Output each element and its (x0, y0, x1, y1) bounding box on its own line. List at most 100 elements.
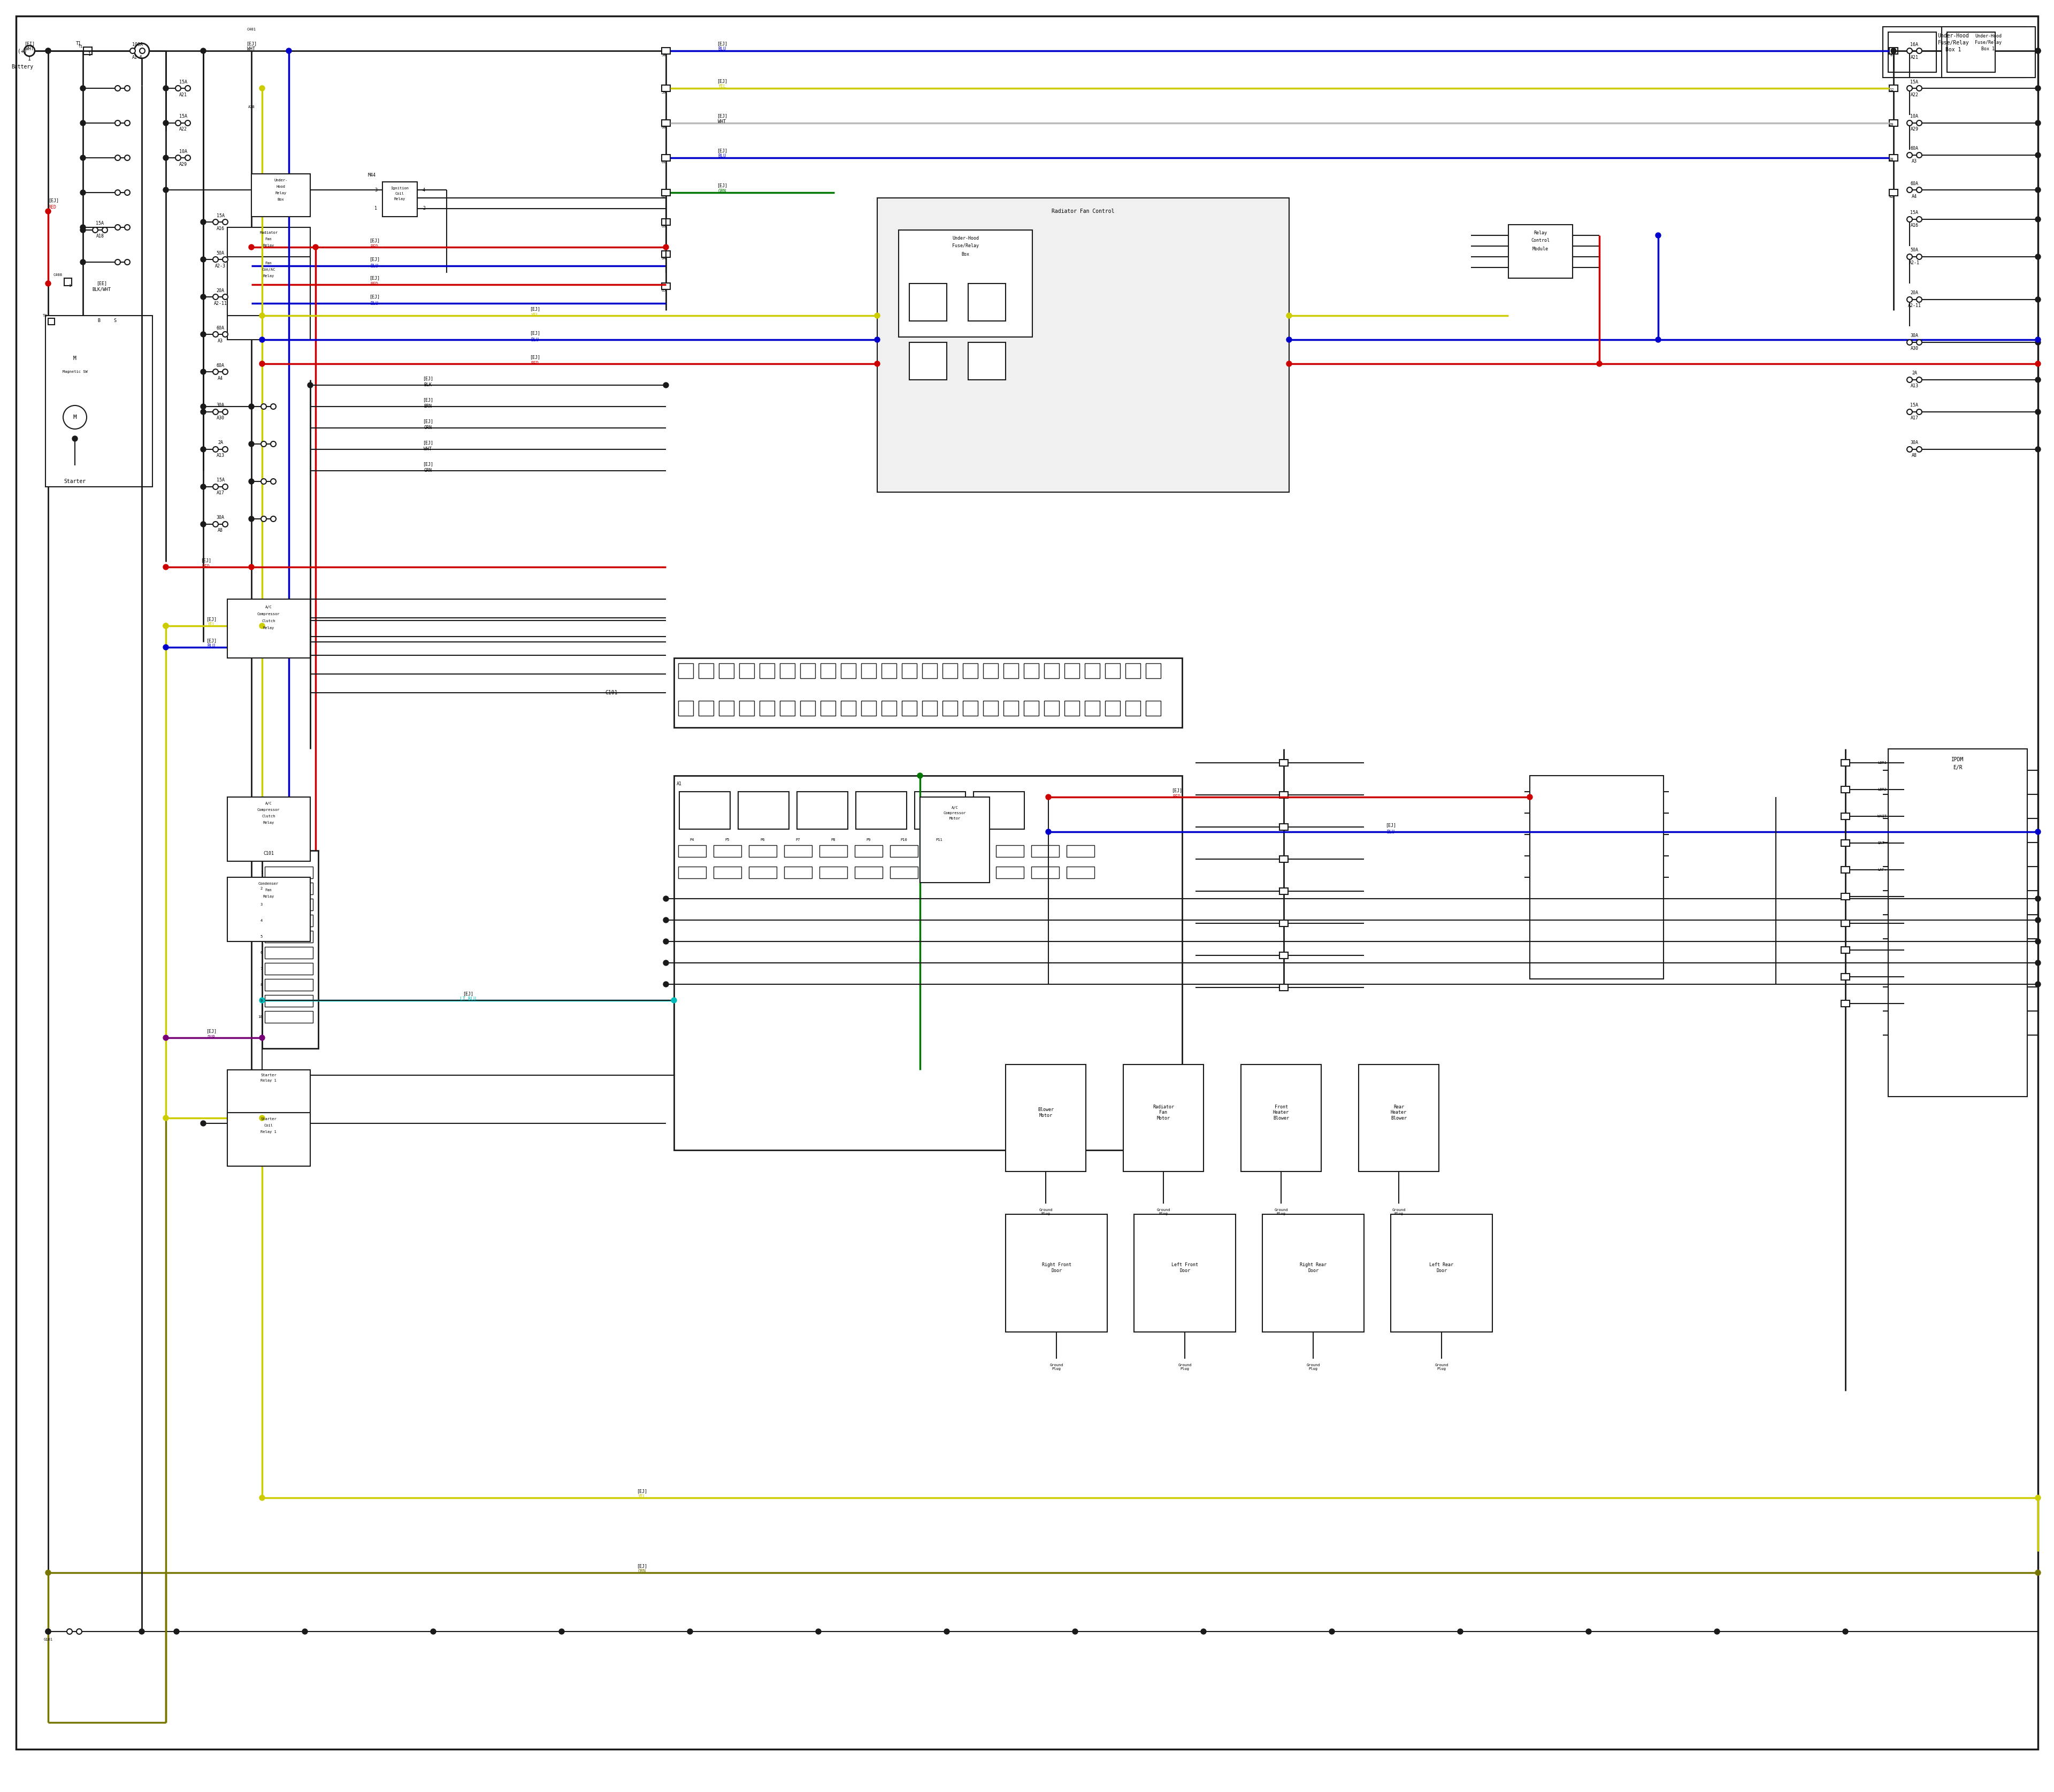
Text: BLU: BLU (1386, 830, 1395, 835)
Circle shape (185, 156, 191, 161)
Text: 1: 1 (88, 52, 90, 57)
Circle shape (2036, 48, 2040, 54)
Bar (1043, 663, 1060, 679)
Circle shape (162, 1115, 168, 1120)
Circle shape (214, 446, 218, 452)
Text: Box 1: Box 1 (1982, 47, 1994, 52)
Text: A13: A13 (216, 453, 224, 459)
Circle shape (72, 435, 78, 441)
Circle shape (918, 772, 922, 778)
Text: [EJ]: [EJ] (530, 332, 540, 335)
Circle shape (162, 1036, 168, 1041)
Text: 60A: 60A (216, 364, 224, 367)
Text: 10: 10 (259, 1016, 263, 1018)
Bar (820, 663, 836, 679)
Bar (1840, 867, 1851, 873)
Circle shape (259, 1495, 265, 1500)
Text: A16: A16 (216, 226, 224, 231)
Text: A30: A30 (1910, 346, 1918, 351)
Bar (881, 663, 896, 679)
Circle shape (92, 228, 99, 233)
Text: [EJ]: [EJ] (205, 616, 216, 622)
Text: A21: A21 (1910, 56, 1918, 59)
Bar (1023, 701, 1039, 715)
Bar (1530, 776, 1664, 978)
Bar (719, 701, 733, 715)
Text: [EJ]: [EJ] (423, 419, 433, 425)
Bar (1840, 787, 1851, 792)
Text: [EI]: [EI] (25, 41, 35, 47)
Circle shape (2036, 939, 2040, 944)
Circle shape (249, 478, 255, 484)
Circle shape (201, 409, 205, 414)
Text: BRN: BRN (423, 405, 431, 409)
Circle shape (249, 564, 255, 570)
Bar (861, 663, 877, 679)
Text: [EJ]: [EJ] (717, 113, 727, 118)
Circle shape (663, 939, 670, 944)
Circle shape (115, 224, 121, 229)
Text: 1: 1 (68, 285, 70, 287)
Bar (1280, 952, 1288, 959)
Text: 60A: 60A (1910, 147, 1918, 151)
Bar (963, 701, 978, 715)
Bar (674, 776, 1183, 1150)
Circle shape (1916, 48, 1923, 54)
Circle shape (875, 337, 879, 342)
Text: A8: A8 (218, 529, 224, 532)
Bar (1023, 663, 1039, 679)
Text: RED: RED (1173, 794, 1181, 799)
Text: A22: A22 (1910, 91, 1918, 97)
Text: BLU: BLU (719, 154, 727, 159)
Circle shape (2036, 86, 2040, 91)
Text: [EJ]: [EJ] (530, 306, 540, 312)
Text: Radiator: Radiator (259, 231, 277, 235)
Circle shape (1458, 1629, 1462, 1634)
Circle shape (201, 219, 205, 224)
Bar (678, 701, 694, 715)
Circle shape (214, 256, 218, 262)
Circle shape (2036, 1495, 2040, 1500)
Bar (1890, 190, 1898, 195)
Bar (1280, 984, 1288, 991)
Circle shape (125, 156, 129, 161)
Text: Control: Control (1530, 238, 1551, 244)
Text: 1: 1 (29, 56, 31, 61)
Bar (228, 878, 310, 941)
Bar (996, 846, 1023, 857)
Circle shape (261, 403, 267, 409)
Circle shape (261, 516, 267, 521)
Bar (922, 701, 937, 715)
Text: 15A: 15A (216, 213, 224, 219)
Text: Under-: Under- (273, 179, 288, 181)
Text: 20: 20 (1890, 124, 1894, 125)
Bar (1884, 27, 2025, 77)
Bar (889, 846, 918, 857)
Circle shape (162, 156, 168, 161)
Bar (889, 867, 918, 878)
Circle shape (185, 120, 191, 125)
Text: B: B (99, 319, 101, 323)
Circle shape (1286, 314, 1292, 319)
Bar (854, 846, 883, 857)
Circle shape (2036, 446, 2040, 452)
Text: A2-11: A2-11 (1908, 303, 1920, 308)
Circle shape (875, 314, 879, 319)
Text: (+): (+) (18, 48, 27, 54)
Bar (910, 342, 947, 380)
Bar (661, 48, 670, 54)
Circle shape (1906, 217, 1912, 222)
Bar (1064, 663, 1080, 679)
Bar (967, 283, 1006, 321)
Circle shape (2036, 120, 2040, 125)
Bar (1840, 919, 1851, 926)
Bar (760, 701, 774, 715)
Text: 15A: 15A (1910, 210, 1918, 215)
Text: 30A: 30A (1910, 441, 1918, 446)
Bar (1066, 846, 1095, 857)
Text: Radiator
Fan
Motor: Radiator Fan Motor (1152, 1104, 1175, 1120)
Circle shape (140, 1629, 144, 1634)
Circle shape (214, 219, 218, 224)
Circle shape (214, 409, 218, 414)
Bar (680, 792, 729, 830)
